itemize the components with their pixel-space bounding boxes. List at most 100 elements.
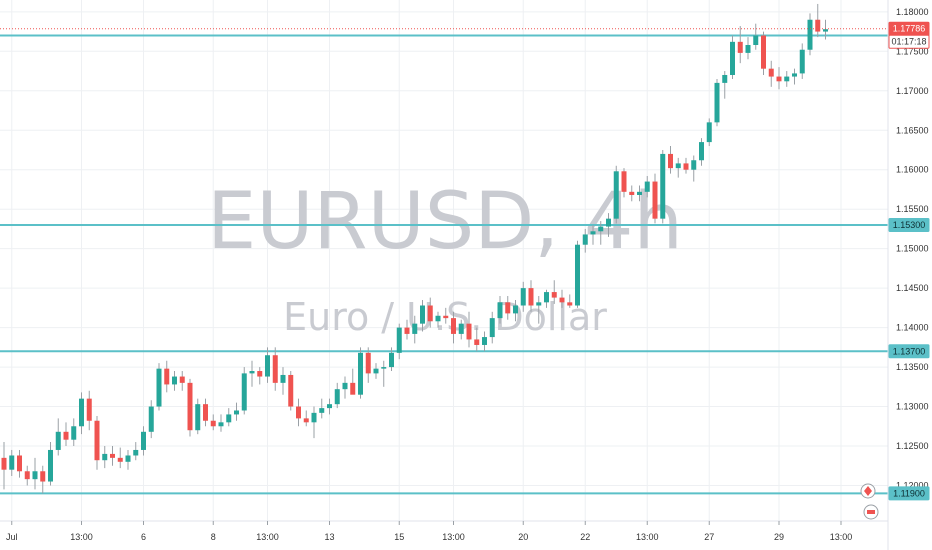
candle[interactable] — [799, 43, 805, 79]
candle[interactable] — [55, 418, 61, 456]
candle[interactable] — [125, 449, 131, 470]
candle[interactable] — [24, 465, 30, 486]
candle[interactable] — [536, 296, 542, 324]
candle[interactable] — [117, 447, 123, 469]
candle[interactable] — [79, 392, 84, 435]
candle[interactable] — [443, 307, 449, 324]
candle[interactable] — [730, 35, 735, 79]
candle[interactable] — [187, 378, 193, 437]
candle[interactable] — [784, 71, 790, 87]
candle[interactable] — [71, 418, 77, 447]
candle[interactable] — [613, 165, 619, 224]
candle[interactable] — [745, 37, 751, 60]
candle[interactable] — [451, 311, 456, 344]
candle[interactable] — [40, 465, 46, 494]
candle[interactable] — [280, 367, 286, 395]
candle[interactable] — [381, 360, 387, 387]
candle[interactable] — [551, 280, 557, 304]
candle[interactable] — [652, 173, 658, 224]
candle[interactable] — [675, 157, 681, 178]
candle[interactable] — [590, 224, 596, 245]
candle[interactable] — [257, 367, 263, 385]
candle[interactable] — [210, 414, 216, 431]
candle[interactable] — [637, 185, 642, 202]
candle[interactable] — [699, 138, 704, 166]
candle[interactable] — [1, 442, 7, 490]
candle[interactable] — [311, 406, 317, 439]
candle[interactable] — [768, 60, 774, 87]
candle[interactable] — [606, 213, 611, 237]
candle[interactable] — [32, 457, 38, 490]
candle[interactable] — [404, 319, 410, 340]
candle[interactable] — [807, 13, 813, 56]
candle[interactable] — [497, 296, 503, 324]
candle[interactable] — [365, 347, 371, 383]
candle[interactable] — [203, 398, 208, 427]
candle[interactable] — [110, 446, 115, 466]
candle[interactable] — [141, 426, 146, 456]
candle[interactable] — [544, 289, 549, 308]
candle[interactable] — [48, 442, 53, 486]
candle[interactable] — [621, 168, 627, 198]
candle[interactable] — [520, 281, 526, 312]
candle[interactable] — [358, 347, 363, 399]
candle[interactable] — [133, 442, 139, 461]
candle[interactable] — [350, 368, 356, 395]
candle[interactable] — [156, 363, 162, 411]
candle[interactable] — [389, 347, 394, 372]
candle[interactable] — [489, 311, 495, 344]
candle[interactable] — [148, 400, 154, 439]
candle[interactable] — [327, 398, 332, 415]
candle[interactable] — [598, 221, 604, 245]
candle[interactable] — [296, 398, 301, 427]
candle[interactable] — [528, 280, 534, 312]
candle[interactable] — [761, 31, 766, 75]
candle[interactable] — [505, 296, 511, 320]
candle[interactable] — [513, 299, 518, 322]
candle[interactable] — [249, 360, 255, 387]
candle[interactable] — [319, 398, 325, 419]
candle[interactable] — [218, 414, 224, 432]
candle[interactable] — [582, 228, 588, 253]
candle[interactable] — [714, 78, 720, 127]
candle[interactable] — [575, 240, 580, 308]
candle[interactable] — [412, 315, 418, 344]
candle[interactable] — [776, 67, 782, 90]
candle[interactable] — [86, 390, 92, 431]
candle[interactable] — [63, 422, 69, 447]
candle[interactable] — [179, 371, 185, 391]
candle[interactable] — [559, 289, 565, 308]
candle[interactable] — [823, 19, 828, 40]
candle[interactable] — [753, 23, 759, 50]
candle[interactable] — [691, 155, 697, 182]
candle[interactable] — [722, 71, 728, 99]
candle[interactable] — [172, 371, 177, 391]
candle[interactable] — [427, 297, 433, 328]
candle[interactable] — [420, 299, 425, 332]
candle[interactable] — [668, 146, 673, 174]
candle[interactable] — [466, 311, 472, 348]
candle[interactable] — [474, 327, 480, 352]
candle[interactable] — [567, 294, 573, 308]
candle[interactable] — [9, 449, 15, 477]
candle[interactable] — [815, 3, 821, 38]
candle[interactable] — [288, 371, 294, 411]
candle[interactable] — [396, 323, 402, 360]
candle[interactable] — [482, 331, 487, 352]
candle[interactable] — [265, 347, 270, 383]
candle[interactable] — [629, 185, 635, 202]
candle[interactable] — [683, 157, 689, 174]
candle[interactable] — [435, 311, 441, 328]
candle[interactable] — [334, 382, 340, 409]
candle[interactable] — [342, 376, 348, 399]
candle[interactable] — [272, 347, 278, 391]
candle[interactable] — [102, 446, 108, 469]
candle[interactable] — [234, 402, 239, 421]
candle[interactable] — [164, 360, 170, 393]
candle[interactable] — [17, 449, 22, 478]
candle[interactable] — [373, 363, 379, 379]
candle[interactable] — [303, 410, 309, 427]
candle[interactable] — [792, 68, 797, 85]
